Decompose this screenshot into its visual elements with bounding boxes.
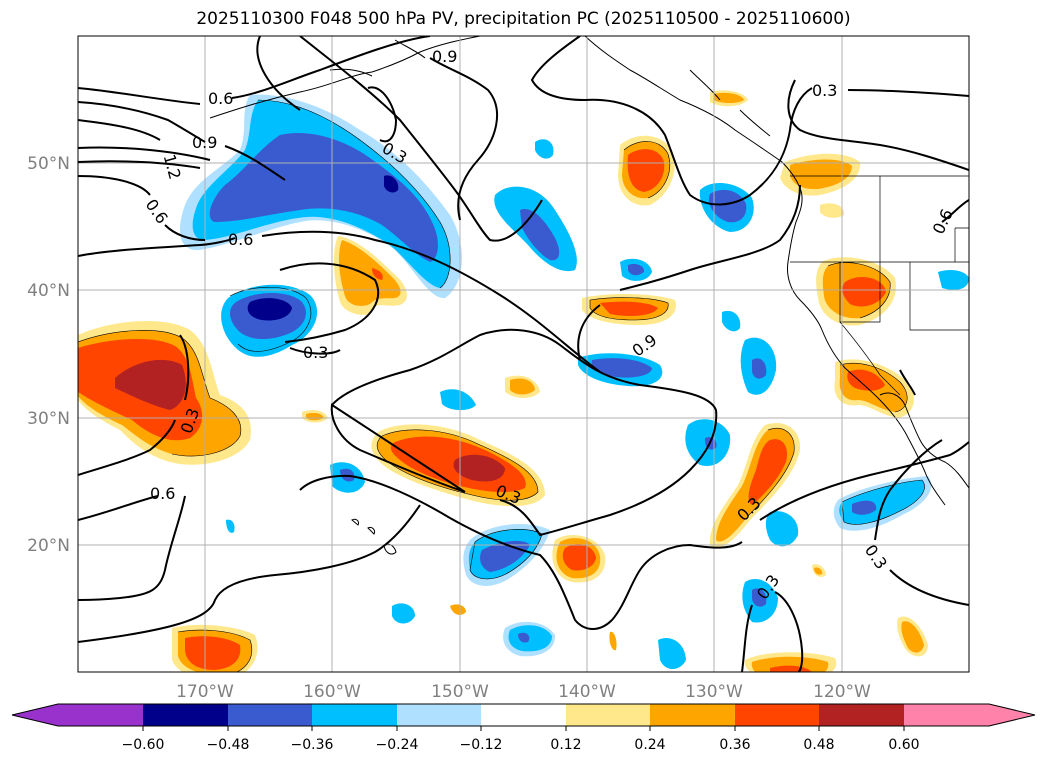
colorbar-tick-label: 0.24 bbox=[634, 737, 665, 753]
lon-tick-label: 160°W bbox=[303, 682, 361, 702]
colorbar-segment bbox=[650, 704, 735, 726]
precip-negative-region bbox=[440, 389, 476, 411]
precip-positive-max bbox=[453, 454, 505, 482]
colorbar-segment bbox=[58, 704, 143, 726]
colorbar-segment bbox=[904, 704, 989, 726]
lon-tick-label: 150°W bbox=[431, 682, 489, 702]
colorbar-tick-label: 0.48 bbox=[803, 737, 834, 753]
precip-negative-region bbox=[209, 132, 438, 262]
colorbar-tick-label: −0.24 bbox=[376, 737, 419, 753]
precip-negative-region bbox=[722, 310, 741, 332]
lon-tick-label: 130°W bbox=[685, 682, 743, 702]
precip-positive-max bbox=[627, 149, 665, 192]
colorbar-tick-label: −0.12 bbox=[460, 737, 503, 753]
precip-negative-region bbox=[628, 263, 645, 276]
state-borders bbox=[790, 175, 969, 396]
precip-negative-region bbox=[752, 358, 767, 379]
contour-label: 0.6 bbox=[150, 484, 175, 503]
contour-label: 0.3 bbox=[812, 81, 837, 100]
colorbar-segment bbox=[397, 704, 481, 726]
precip-positive-max bbox=[185, 636, 241, 670]
colorbar-tick-label: −0.36 bbox=[291, 737, 334, 753]
precip-negative-region bbox=[709, 189, 747, 223]
colorbar-segment bbox=[735, 704, 819, 726]
lat-tick-label: 40°N bbox=[27, 281, 70, 301]
coastlines bbox=[209, 36, 969, 555]
colorbar-segment bbox=[312, 704, 397, 726]
colorbar-tick-label: −0.48 bbox=[207, 737, 250, 753]
colorbar-segment bbox=[481, 704, 566, 726]
lat-tick-label: 50°N bbox=[27, 154, 70, 174]
colorbar-segment bbox=[566, 704, 650, 726]
lon-tick-label: 170°W bbox=[176, 682, 234, 702]
contour-label: 0.9 bbox=[432, 47, 457, 66]
precip-positive-region bbox=[820, 203, 845, 218]
precip-negative-region bbox=[938, 270, 969, 290]
precip-positive-region bbox=[748, 439, 788, 505]
precip-positive-max bbox=[600, 301, 658, 316]
lat-tick-label: 20°N bbox=[27, 536, 70, 556]
map-title: 2025110300 F048 500 hPa PV, precipitatio… bbox=[196, 9, 851, 29]
precip-negative-region bbox=[535, 139, 554, 159]
colorbar-segment bbox=[228, 704, 312, 726]
colorbar-outline bbox=[11, 703, 1036, 727]
latitude-labels: 20°N 30°N 40°N 50°N bbox=[27, 154, 70, 556]
precip-positive-region bbox=[609, 631, 617, 651]
precip-negative-region bbox=[591, 358, 652, 378]
precip-positive-max bbox=[115, 359, 186, 410]
precip-positive-max bbox=[842, 277, 886, 307]
lon-tick-label: 140°W bbox=[558, 682, 616, 702]
colorbar-extend-high bbox=[989, 704, 1035, 726]
precip-negative-region bbox=[765, 511, 799, 547]
precip-negative-region bbox=[226, 519, 235, 533]
precipitation-shading bbox=[78, 90, 969, 672]
contour-label: 0.3 bbox=[303, 343, 328, 362]
precip-negative-region bbox=[508, 625, 552, 652]
precip-negative-max bbox=[247, 298, 292, 321]
precip-positive-region bbox=[901, 621, 924, 653]
precip-negative-region bbox=[518, 632, 530, 643]
colorbar-tick-label: 0.36 bbox=[719, 737, 750, 753]
precip-positive-region bbox=[814, 567, 823, 575]
contour-label: 0.9 bbox=[192, 133, 217, 152]
lat-tick-label: 30°N bbox=[27, 409, 70, 429]
precip-negative-region bbox=[852, 500, 877, 515]
colorbar: −0.60 −0.48 −0.36 −0.24 −0.12 0.12 0.24 … bbox=[11, 703, 1036, 753]
plot-area: 0.9 0.6 0.9 1.2 0.3 0.6 0.6 0.3 0.3 0.6 … bbox=[78, 36, 969, 672]
pv-contours bbox=[78, 36, 969, 672]
colorbar-segment bbox=[143, 704, 228, 726]
precip-positive-region bbox=[450, 604, 466, 615]
precip-negative-region bbox=[752, 588, 767, 607]
precip-negative-region bbox=[520, 209, 560, 261]
colorbar-tick-label: 0.12 bbox=[550, 737, 581, 753]
colorbar-tick-label: −0.60 bbox=[122, 737, 165, 753]
precip-positive-region bbox=[714, 92, 744, 103]
precip-negative-region bbox=[392, 603, 415, 624]
colorbar-extend-low bbox=[12, 704, 58, 726]
contour-label: 0.6 bbox=[208, 89, 233, 108]
colorbar-segment bbox=[819, 704, 904, 726]
longitude-labels: 170°W 160°W 150°W 140°W 130°W 120°W bbox=[176, 682, 871, 702]
contour-label: 0.6 bbox=[228, 230, 253, 249]
plot-frame bbox=[77, 35, 970, 673]
colorbar-tick-label: 0.60 bbox=[888, 737, 919, 753]
precip-positive-region bbox=[790, 159, 852, 190]
precip-outline-contours bbox=[78, 99, 925, 672]
lon-tick-label: 120°W bbox=[813, 682, 871, 702]
precip-positive-max bbox=[847, 369, 885, 391]
precip-positive-region bbox=[338, 240, 401, 306]
precip-positive-region bbox=[510, 378, 535, 395]
precip-negative-max bbox=[384, 175, 399, 193]
precip-negative-region bbox=[658, 638, 686, 669]
precip-positive-max bbox=[372, 268, 383, 280]
precip-positive-max bbox=[562, 544, 596, 571]
